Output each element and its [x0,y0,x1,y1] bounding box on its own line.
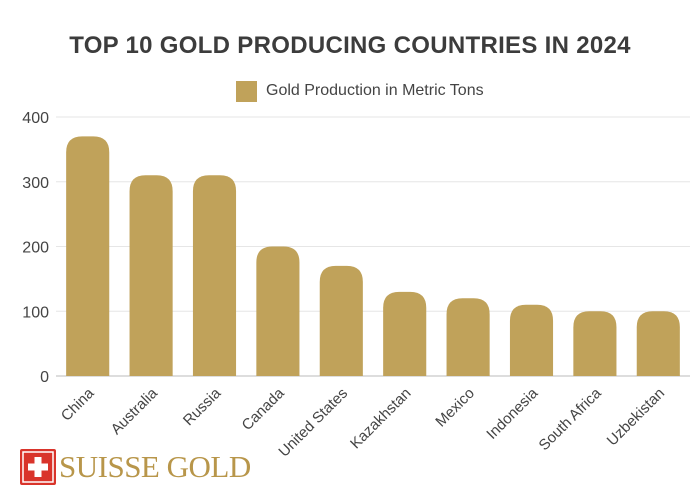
bar-indonesia [509,304,554,376]
x-tick-label: South Africa [536,384,606,454]
legend: Gold Production in Metric Tons [236,80,484,102]
brand-logo: SUISSE GOLD [20,448,251,486]
legend-label: Gold Production in Metric Tons [266,82,484,99]
bar-russia [192,175,237,376]
x-tick-label: Canada [239,384,289,434]
x-tick-label: Indonesia [483,384,541,442]
chart-title: TOP 10 GOLD PRODUCING COUNTRIES IN 2024 [69,32,631,59]
swiss-cross-icon [20,449,56,485]
legend-swatch [236,80,257,102]
bar-kazakhstan [383,291,427,376]
bar-united-states [319,265,363,376]
bar-mexico [446,298,490,376]
x-tick-label: Uzbekistan [604,385,668,449]
x-tick-label: Australia [108,384,162,438]
y-tick-label: 200 [22,240,49,257]
x-tick-label: China [58,384,98,424]
x-tick-label: Kazakhstan [347,385,414,452]
y-tick-label: 300 [22,175,49,192]
brand-name: SUISSE GOLD [59,449,251,484]
bar-uzbekistan [636,311,680,376]
x-tick-label: Russia [180,384,225,429]
bar-canada [256,246,300,376]
bar-australia [129,175,173,376]
bar-china [66,136,110,376]
y-tick-label: 400 [22,110,49,127]
y-tick-label: 0 [40,369,49,386]
bar-south-africa [573,311,617,376]
y-tick-label: 100 [22,304,49,321]
x-tick-label: Mexico [432,385,478,431]
